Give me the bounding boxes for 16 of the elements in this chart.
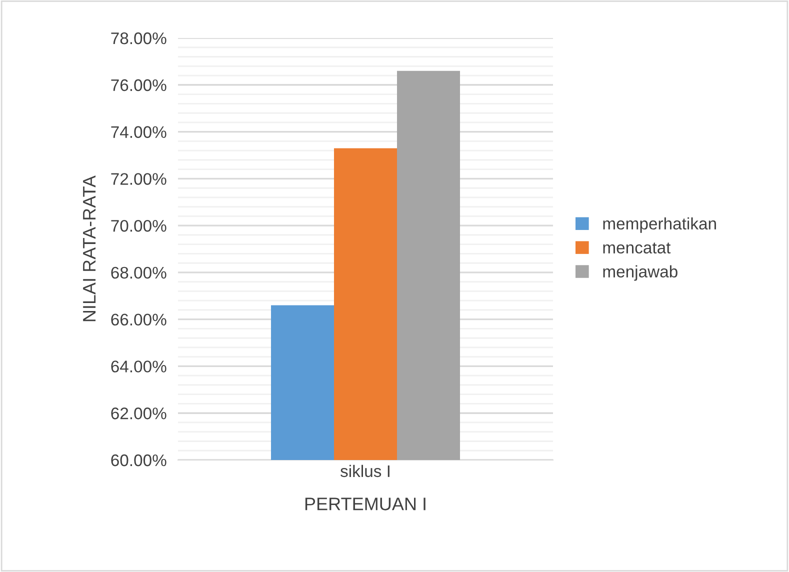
y-tick-label: 76.00% xyxy=(111,79,166,92)
y-tick-label: 74.00% xyxy=(111,126,166,138)
y-axis-title: NILAI RATA-RATA xyxy=(83,175,96,322)
x-axis-title: PERTEMUAN I xyxy=(305,498,426,510)
y-tick-label: 64.00% xyxy=(111,360,166,372)
y-tick-label: 66.00% xyxy=(111,314,166,326)
y-tick-label: 68.00% xyxy=(111,266,166,279)
y-tick-label: 72.00% xyxy=(111,173,166,185)
y-tick-label: 60.00% xyxy=(111,454,166,466)
x-tick-label: siklus I xyxy=(340,464,390,478)
y-tick-label: 62.00% xyxy=(111,408,166,420)
legend-label: mencatat xyxy=(603,242,671,254)
y-tick-label: 78.00% xyxy=(111,32,166,44)
y-tick-label: 70.00% xyxy=(111,220,166,232)
legend-label: memperhatikan xyxy=(603,217,716,233)
legend-label: menjawab xyxy=(603,265,678,281)
